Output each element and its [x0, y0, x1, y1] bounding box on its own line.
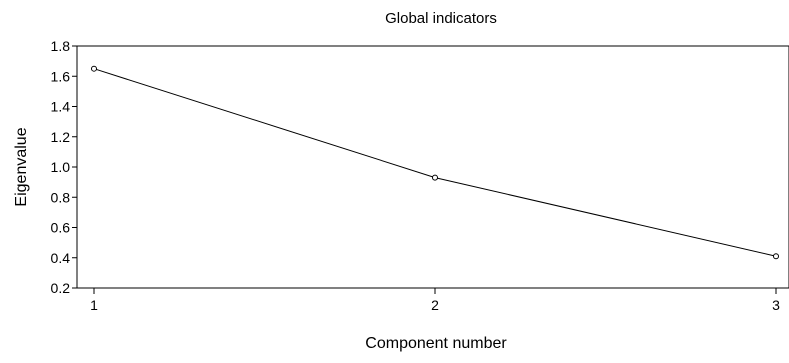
series-layer: [91, 65, 779, 260]
x-axis-title: Component number: [365, 335, 507, 352]
x-tick-label: 1: [90, 297, 98, 313]
y-tick-label: 0.2: [51, 280, 71, 296]
y-tick-label: 1.2: [51, 129, 71, 145]
x-tick-label: 3: [772, 297, 780, 313]
ticks-layer: 0.2 0.4 0.6 0.8 1.0 1.2 1.4 1.6 1.8 1 2 3: [51, 38, 781, 313]
data-point: [432, 174, 438, 181]
data-point: [773, 253, 779, 260]
data-point: [91, 65, 97, 72]
y-tick-label: 1.0: [51, 159, 71, 175]
x-tick-label: 2: [431, 297, 439, 313]
chart-title: Global indicators: [385, 10, 497, 27]
y-tick-label: 0.8: [51, 189, 71, 205]
y-axis-title: Eigenvalue: [13, 127, 30, 206]
plot-frame: [76, 45, 789, 289]
y-tick-label: 1.6: [51, 68, 71, 84]
y-tick-label: 0.6: [51, 220, 71, 236]
y-tick-label: 0.4: [51, 250, 71, 266]
y-tick-label: 1.8: [51, 38, 71, 54]
y-tick-label: 1.4: [51, 99, 71, 115]
series-line: [93, 68, 777, 257]
